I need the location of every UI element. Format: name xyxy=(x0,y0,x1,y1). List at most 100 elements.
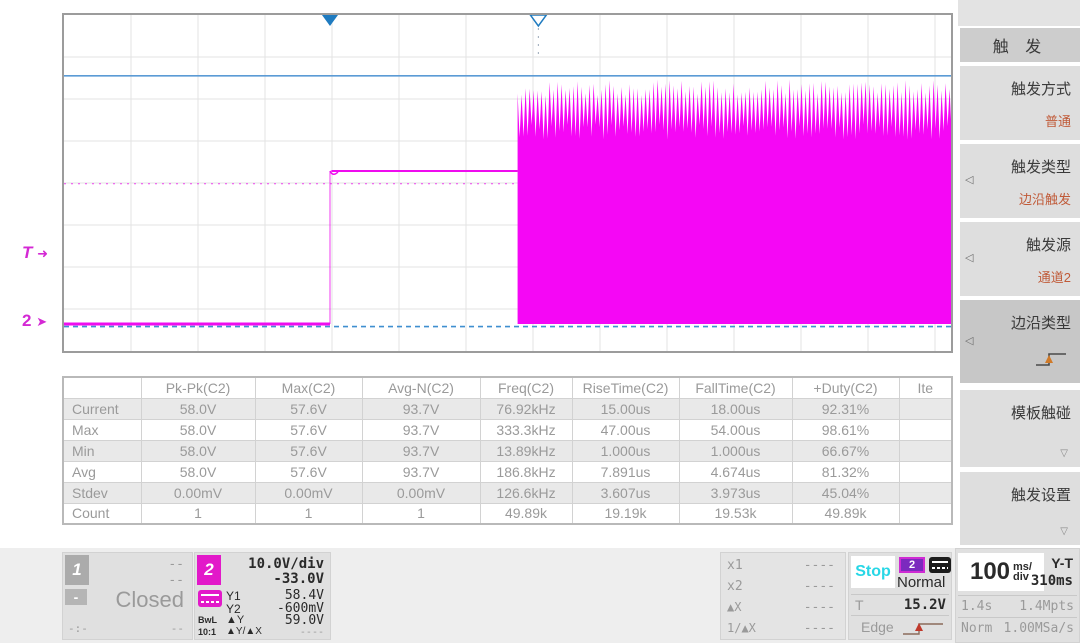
channel2-position-marker[interactable]: 2 ➤ xyxy=(22,311,47,331)
channel2-block[interactable]: 2 10.0V/div -33.0V Y1 58.4V Y2 -600mV Bw… xyxy=(194,552,331,640)
row-label: Max xyxy=(62,418,142,441)
inv-delta-x-label: 1/▲X xyxy=(727,621,756,635)
menu-item-label: 触发方式 xyxy=(1010,81,1071,98)
measurement-value: 0.00mV xyxy=(140,481,256,504)
cursor-x1-label: x1 xyxy=(727,558,743,573)
acquisition-mode-label: Norm xyxy=(961,621,993,636)
measurement-value: 58.0V xyxy=(140,460,256,483)
x-cursor-block: x1 ---- x2 ---- ▲X ---- 1/▲X ---- xyxy=(720,552,846,640)
trigger-level-marker[interactable]: T ➜ xyxy=(22,243,48,263)
display-mode-label: Y-T xyxy=(1051,555,1073,571)
measurement-value xyxy=(898,397,953,420)
cursor-y2-label: Y2 xyxy=(226,602,241,616)
measurement-value: 7.891us xyxy=(571,460,680,483)
trigger-position-marker xyxy=(321,15,338,26)
measurement-table: Pk-Pk(C2) Max(C2) Avg-N(C2) Freq(C2) RiseTim… xyxy=(62,376,953,525)
column-header: Ite xyxy=(898,376,953,399)
measurement-value: 66.67% xyxy=(791,439,900,462)
row-label: Stdev xyxy=(62,481,142,504)
measurement-value: 98.61% xyxy=(791,418,900,441)
measurement-value: 92.31% xyxy=(791,397,900,420)
back-arrow-icon: ◁ xyxy=(965,334,974,347)
measurement-value: 58.0V xyxy=(140,418,256,441)
timebase-unit-top: ms/ xyxy=(1013,561,1032,573)
column-header: Freq(C2) xyxy=(479,376,573,399)
menu-item-edge-type[interactable]: ◁ 边沿类型 xyxy=(960,300,1080,383)
measurement-value: 45.04% xyxy=(791,481,900,504)
trigger-source-badge: 2 xyxy=(899,557,925,573)
trigger-menu: 触 发 触发方式 普通 ◁ 触发类型 边沿触发 ◁ 触发源 通道2 ◁ 边沿类型 xyxy=(955,0,1080,546)
menu-item-label: 触发设置 xyxy=(1010,487,1071,504)
cursor-x2-value: ---- xyxy=(803,579,835,594)
column-header: FallTime(C2) xyxy=(678,376,793,399)
timebase-unit-bottom: div xyxy=(1013,571,1029,583)
chevron-down-icon: ▽ xyxy=(1060,526,1068,537)
status-bar: ZLG® 1 -- -- - Closed -:- -- 2 10.0V/div… xyxy=(0,548,1080,643)
delta-y-value: 59.0V xyxy=(284,613,324,628)
channel2-scale: 10.0V/div xyxy=(248,556,324,572)
row-label: Avg xyxy=(62,460,142,483)
run-state-label: Stop xyxy=(855,563,891,580)
menu-item-trigger-mode[interactable]: 触发方式 普通 xyxy=(960,66,1080,140)
measurement-value: 57.6V xyxy=(254,460,363,483)
measurement-value xyxy=(898,439,953,462)
measurement-value: 93.7V xyxy=(361,418,481,441)
channel1-bottom-value: -- xyxy=(170,622,184,635)
delta-y-x-value: ---- xyxy=(299,627,324,638)
table-row: Max 58.0V 57.6V 93.7V 333.3kHz 47.00us 54.00us… xyxy=(62,418,953,441)
channel2-probe-ratio: 10:1 xyxy=(198,627,217,637)
record-time-value: 1.4s xyxy=(961,599,993,614)
measurement-value: 15.00us xyxy=(571,397,680,420)
run-state-indicator[interactable]: Stop xyxy=(851,556,895,588)
measurement-value: 1.000us xyxy=(571,439,680,462)
measurement-value: 57.6V xyxy=(254,397,363,420)
menu-item-trigger-settings[interactable]: 触发设置 ▽ xyxy=(960,472,1080,545)
menu-item-value: 边沿触发 xyxy=(1018,192,1071,207)
channel2-badge: 2 xyxy=(197,555,221,585)
waveform-svg xyxy=(64,15,951,351)
measurement-value: 49.89k xyxy=(791,502,900,525)
menu-title: 触 发 xyxy=(960,28,1080,62)
measurement-table-header: Pk-Pk(C2) Max(C2) Avg-N(C2) Freq(C2) RiseTim… xyxy=(62,376,953,399)
timebase-scale-box[interactable]: 100 ms/ div xyxy=(958,553,1044,591)
trigger-status-block: Stop 2 Normal T 15.2V Edge xyxy=(848,552,952,640)
measurement-value: 1 xyxy=(254,502,363,525)
timebase-value: 100 xyxy=(969,558,1011,585)
menu-item-label: 模板触碰 xyxy=(1010,405,1071,422)
delta-y-x-label: ▲Y/▲X xyxy=(226,626,262,637)
column-header: Avg-N(C2) xyxy=(361,376,481,399)
channel1-block[interactable]: 1 -- -- - Closed -:- -- xyxy=(62,552,193,640)
measurement-value: 93.7V xyxy=(361,397,481,420)
measurement-value: 19.53k xyxy=(678,502,793,525)
channel2-coupling-icon xyxy=(198,590,222,607)
measurement-value: 57.6V xyxy=(254,439,363,462)
delay-position-marker xyxy=(529,15,548,28)
rising-edge-icon xyxy=(1034,350,1068,373)
measurement-value: 19.19k xyxy=(571,502,680,525)
menu-item-trigger-type[interactable]: ◁ 触发类型 边沿触发 xyxy=(960,144,1080,218)
record-points-value: 1.4Mpts xyxy=(1019,599,1074,614)
measurement-value: 81.32% xyxy=(791,460,900,483)
menu-top-strip xyxy=(958,0,1080,26)
table-row: Stdev 0.00mV 0.00mV 0.00mV 126.6kHz 3.607us 3.… xyxy=(62,481,953,504)
cursor-x1-value: ---- xyxy=(803,558,835,573)
measurement-value: 93.7V xyxy=(361,460,481,483)
measurement-value: 18.00us xyxy=(678,397,793,420)
measurement-value: 0.00mV xyxy=(361,481,481,504)
delta-y-label: ▲Y xyxy=(226,614,245,626)
menu-item-trigger-source[interactable]: ◁ 触发源 通道2 xyxy=(960,222,1080,296)
menu-item-template-touch[interactable]: 模板触碰 ▽ xyxy=(960,390,1080,467)
measurement-value xyxy=(898,418,953,441)
channel1-value1: -- xyxy=(168,557,184,572)
channel1-badge: 1 xyxy=(65,555,89,585)
measurement-value: 186.8kHz xyxy=(479,460,573,483)
table-row: Count 1 1 1 49.89k 19.19k 19.53k 49.89k xyxy=(62,502,953,525)
column-header: RiseTime(C2) xyxy=(571,376,680,399)
waveform-display[interactable] xyxy=(62,13,953,353)
measurement-value: 126.6kHz xyxy=(479,481,573,504)
measurement-value: 13.89kHz xyxy=(479,439,573,462)
channel1-value2: -- xyxy=(168,573,184,588)
menu-item-label: 触发源 xyxy=(1025,237,1071,254)
channel1-minus-badge: - xyxy=(65,589,87,605)
